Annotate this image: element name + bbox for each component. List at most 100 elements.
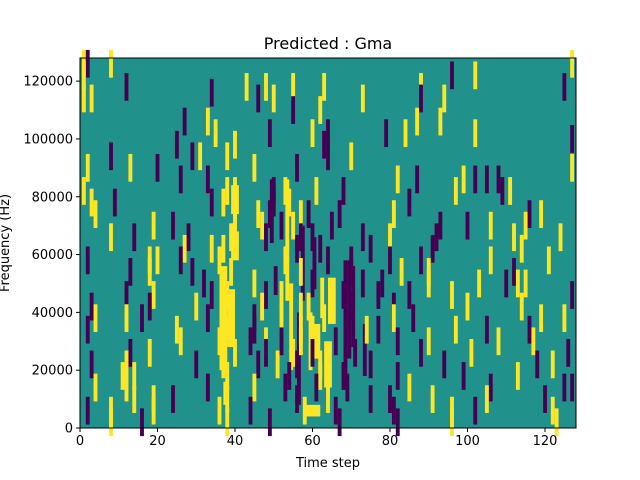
heatmap-cell <box>194 350 199 379</box>
heatmap-cell <box>306 292 311 321</box>
heatmap-cell <box>209 234 214 263</box>
heatmap-cell <box>329 211 334 240</box>
heatmap-cell <box>155 246 160 275</box>
heatmap-cell <box>291 211 296 240</box>
chart-title: Predicted : Gma <box>264 34 392 53</box>
heatmap-cell <box>151 281 156 309</box>
x-tick-label: 60 <box>304 434 321 449</box>
heatmap-cell <box>271 84 276 113</box>
heatmap-cell <box>473 165 478 194</box>
heatmap-cell <box>310 315 315 344</box>
heatmap-band <box>362 323 367 376</box>
heatmap-cell <box>109 408 113 437</box>
heatmap-cell <box>469 338 474 367</box>
heatmap-cell <box>388 246 392 275</box>
heatmap-cell <box>81 84 86 113</box>
heatmap-cell <box>93 373 98 402</box>
heatmap-cell <box>512 258 516 286</box>
heatmap-cell <box>267 119 272 148</box>
heatmap-cell <box>360 269 365 298</box>
heatmap-cell <box>407 188 412 217</box>
x-tick-label: 20 <box>149 434 166 449</box>
heatmap-cell <box>171 211 175 240</box>
heatmap-cell <box>85 49 90 78</box>
heatmap-cell <box>306 200 311 228</box>
heatmap-cell <box>260 292 265 321</box>
x-tick-label: 40 <box>227 434 244 449</box>
heatmap-cell <box>279 327 284 356</box>
heatmap-cell <box>473 61 478 90</box>
heatmap-cell <box>360 223 365 252</box>
heatmap-cell <box>209 78 214 107</box>
heatmap-cell <box>380 269 385 298</box>
heatmap-cell <box>438 211 443 240</box>
heatmap-cell <box>275 350 280 379</box>
heatmap-cell <box>132 362 137 390</box>
heatmap-cell <box>178 246 183 275</box>
heatmap-cell <box>205 107 210 136</box>
heatmap-cell <box>430 234 435 263</box>
heatmap-cell <box>233 338 237 367</box>
heatmap-cell <box>515 362 520 390</box>
heatmap-cell <box>287 188 292 217</box>
heatmap-cell <box>225 177 230 205</box>
heatmap-cell <box>205 165 210 194</box>
heatmap-cell <box>349 258 354 286</box>
heatmap-cell <box>267 408 272 437</box>
heatmap-cell <box>283 246 288 275</box>
heatmap-cell <box>461 165 466 194</box>
heatmap-cell <box>252 269 257 298</box>
heatmap-cell <box>155 153 160 182</box>
heatmap-band <box>289 283 294 371</box>
heatmap-cell <box>260 211 265 240</box>
y-tick-label: 40000 <box>32 306 73 321</box>
heatmap-cell <box>109 49 113 78</box>
heatmap-cell <box>326 246 330 275</box>
heatmap-cell <box>318 362 323 390</box>
heatmap-cell <box>225 362 230 390</box>
heatmap-cell <box>333 327 338 356</box>
heatmap-cell <box>453 315 458 344</box>
heatmap-cell <box>233 177 237 205</box>
heatmap-cell <box>252 315 257 344</box>
heatmap-cell <box>225 281 230 309</box>
heatmap-cell <box>543 385 547 413</box>
heatmap-cell <box>391 396 396 425</box>
heatmap-cell <box>333 396 338 425</box>
heatmap-cell <box>221 292 226 321</box>
heatmap-cell <box>450 281 454 309</box>
heatmap-cell <box>295 234 299 263</box>
heatmap-cell <box>310 338 315 367</box>
heatmap-cell <box>302 396 307 425</box>
heatmap-cell <box>539 200 544 228</box>
heatmap-cell <box>415 107 420 136</box>
heatmap-cell <box>217 327 222 356</box>
heatmap-band <box>285 179 290 301</box>
heatmap-cell <box>252 373 257 402</box>
heatmap-cell <box>550 396 555 425</box>
heatmap-cell <box>252 153 257 182</box>
heatmap-cell <box>89 292 94 321</box>
heatmap-cell <box>314 373 319 402</box>
heatmap-cell <box>283 373 288 402</box>
heatmap-cell <box>345 373 350 402</box>
heatmap-cell <box>500 177 505 205</box>
y-tick-label: 0 <box>65 422 73 437</box>
heatmap-cell <box>411 304 416 333</box>
heatmap-cell <box>570 125 575 153</box>
heatmap-cell <box>279 304 284 333</box>
x-tick-label: 0 <box>76 434 84 449</box>
heatmap-cell <box>465 211 470 240</box>
heatmap-cell <box>190 258 195 286</box>
heatmap-cell <box>554 408 559 437</box>
heatmap-cell <box>147 292 152 321</box>
heatmap-cell <box>337 408 342 437</box>
heatmap-cell <box>124 73 129 101</box>
heatmap-cell <box>326 385 330 413</box>
heatmap-cell <box>341 281 346 309</box>
heatmap-cell <box>515 269 520 298</box>
heatmap-cell <box>314 177 319 205</box>
heatmap-cell <box>205 373 210 402</box>
heatmap-cell <box>89 188 94 217</box>
heatmap-cell <box>419 338 423 367</box>
